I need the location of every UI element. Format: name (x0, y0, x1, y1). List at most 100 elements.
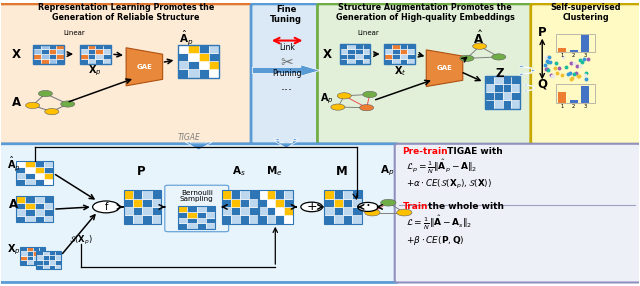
Bar (17, 196, 26, 203)
Bar (340, 44, 348, 49)
Bar (206, 212, 215, 218)
Text: $\mathbf{X}$: $\mathbf{X}$ (12, 47, 22, 61)
Bar (408, 59, 415, 64)
Bar (400, 54, 408, 59)
Text: 3: 3 (584, 53, 587, 58)
Bar (240, 198, 250, 207)
Bar (17, 173, 26, 179)
Bar (33, 256, 38, 260)
Bar (178, 61, 188, 69)
Bar (275, 215, 284, 224)
Bar (88, 49, 95, 54)
FancyBboxPatch shape (251, 4, 321, 144)
Bar (408, 54, 415, 59)
Bar (143, 198, 152, 207)
Bar (36, 251, 42, 255)
Bar (392, 44, 400, 49)
Bar (88, 45, 95, 49)
Bar (44, 179, 52, 186)
Bar (188, 218, 196, 223)
Text: $\hat{\mathbf{A}}_p$: $\hat{\mathbf{A}}_p$ (179, 28, 193, 47)
Bar (511, 92, 520, 100)
Bar (188, 69, 198, 78)
Bar (35, 173, 44, 179)
Bar (152, 215, 161, 224)
Text: $\mathbf{X}_t$: $\mathbf{X}_t$ (394, 65, 406, 78)
Bar (178, 45, 220, 78)
Bar (35, 179, 44, 186)
Bar (324, 198, 333, 207)
Bar (258, 207, 266, 215)
Bar (258, 190, 293, 224)
Bar (231, 190, 240, 198)
Bar (209, 69, 220, 78)
Bar (20, 256, 26, 260)
Bar (178, 218, 188, 223)
Bar (33, 45, 41, 49)
Bar (196, 218, 206, 223)
Bar (33, 59, 41, 64)
Bar (80, 49, 88, 54)
Bar (188, 206, 196, 212)
FancyArrow shape (252, 65, 320, 76)
Bar (178, 45, 188, 53)
Bar (221, 190, 259, 224)
Bar (343, 215, 352, 224)
Circle shape (301, 202, 323, 212)
Bar (198, 45, 209, 53)
Bar (49, 45, 56, 49)
Bar (152, 190, 161, 198)
Bar (33, 45, 64, 64)
Bar (26, 203, 35, 209)
Bar (80, 45, 88, 49)
Bar (124, 215, 133, 224)
Bar (570, 49, 578, 52)
Text: ✂: ✂ (280, 55, 293, 70)
Bar (348, 54, 355, 59)
Bar (54, 260, 61, 265)
Bar (38, 251, 45, 256)
Bar (206, 223, 215, 229)
Bar (44, 161, 52, 167)
Bar (26, 161, 35, 167)
Bar (124, 190, 161, 224)
Text: ·: · (365, 199, 371, 214)
FancyArrow shape (274, 141, 298, 148)
Bar (221, 190, 231, 198)
Bar (41, 49, 49, 54)
Bar (333, 198, 343, 207)
Circle shape (363, 91, 377, 98)
Bar (196, 212, 206, 218)
Bar (558, 48, 566, 52)
Bar (88, 54, 95, 59)
Text: Pruning: Pruning (272, 69, 301, 78)
Bar (56, 45, 64, 49)
Bar (198, 69, 209, 78)
Bar (385, 49, 392, 54)
FancyArrow shape (185, 142, 212, 150)
Bar (56, 54, 64, 59)
Bar (511, 100, 520, 109)
Bar (152, 198, 161, 207)
Text: $\mathbf{X}_p$: $\mathbf{X}_p$ (6, 243, 20, 257)
Bar (340, 49, 348, 54)
Polygon shape (426, 50, 463, 87)
Bar (250, 190, 259, 198)
Text: Representation Learning Promotes the
Generation of Reliable Structure: Representation Learning Promotes the Gen… (38, 3, 214, 22)
Bar (20, 251, 26, 256)
Bar (20, 260, 26, 265)
Bar (17, 161, 52, 186)
Bar (54, 255, 61, 260)
Bar (284, 190, 293, 198)
Bar (581, 35, 589, 52)
Bar (221, 198, 231, 207)
Bar (284, 215, 293, 224)
Bar (44, 196, 52, 203)
Bar (240, 215, 250, 224)
Text: TIGAE with: TIGAE with (444, 147, 502, 156)
Bar (363, 59, 371, 64)
Bar (400, 49, 408, 54)
Bar (42, 260, 49, 265)
Bar (178, 212, 188, 218)
Bar (35, 167, 44, 173)
